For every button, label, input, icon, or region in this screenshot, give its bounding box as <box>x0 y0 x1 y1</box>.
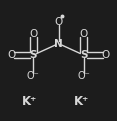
Text: N: N <box>54 39 63 49</box>
Text: S: S <box>30 50 37 60</box>
Text: O⁻: O⁻ <box>77 71 90 81</box>
Text: O⁻: O⁻ <box>27 71 40 81</box>
Text: S: S <box>80 50 87 60</box>
Text: O: O <box>54 17 63 27</box>
Text: K⁺: K⁺ <box>22 95 37 108</box>
Text: K⁺: K⁺ <box>74 95 90 108</box>
Text: O: O <box>102 50 110 60</box>
Text: O: O <box>29 29 37 39</box>
Text: O: O <box>7 50 15 60</box>
Text: O: O <box>80 29 88 39</box>
